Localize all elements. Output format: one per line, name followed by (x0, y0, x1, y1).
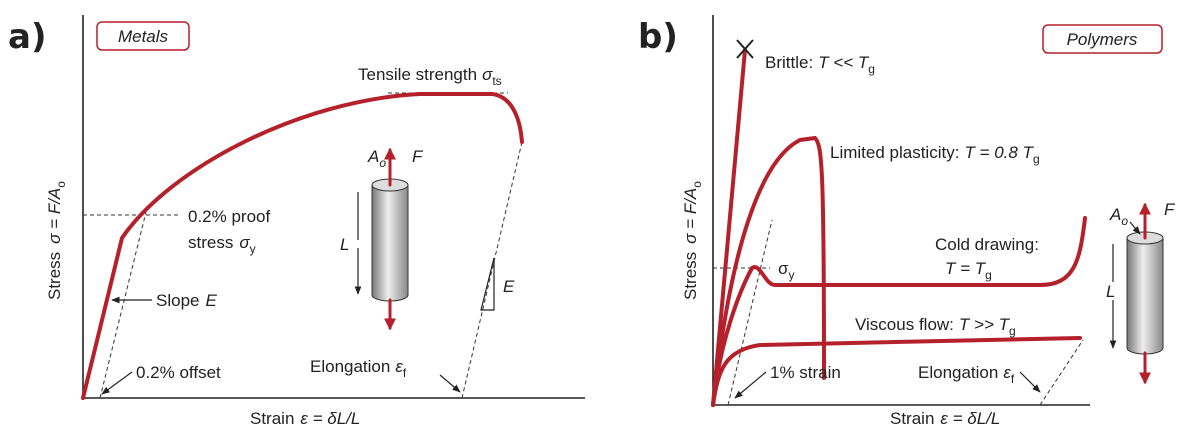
guide-lines (83, 93, 522, 398)
arrow (102, 372, 132, 394)
arrow (440, 375, 460, 392)
label: Ao (1109, 205, 1128, 228)
text-part: Strain (250, 409, 294, 428)
label: 1% strain (770, 363, 841, 382)
text-part: T << T (818, 53, 870, 72)
text-part: A (1109, 205, 1121, 224)
text-part: σ = F/A (681, 188, 700, 244)
x-axis-label: Strain ε = δL/L (890, 409, 1000, 428)
text-part: Tensile strength (358, 65, 477, 84)
viscous-curve (713, 338, 1080, 405)
label: L (1106, 282, 1115, 301)
text-part: g (985, 268, 992, 282)
text-part: E (205, 291, 217, 310)
panel-b: b) Polymers Brittle:T << Tg Limited plas… (638, 15, 1176, 428)
y-axis-label: Stress σ = F/Ao (681, 181, 704, 300)
x-axis-label: Strain ε = δL/L (250, 409, 360, 428)
text-part: g (1033, 152, 1040, 166)
label: Viscous flow: T >> Tg (855, 315, 1016, 338)
label: L (340, 235, 349, 254)
modulus-triangle (481, 258, 494, 310)
text-part: ts (492, 74, 501, 88)
specimen: Ao F L (340, 147, 424, 328)
label: F (412, 147, 424, 166)
label: σy (778, 259, 795, 282)
arrow (1020, 372, 1040, 392)
text-part: σ = F/A (45, 188, 64, 244)
text-part: ε = δL/L (300, 409, 360, 428)
text-part: Stress (45, 252, 64, 300)
text-part: A (367, 147, 379, 166)
text-part: f (403, 366, 407, 380)
label: Brittle: T << Tg (765, 53, 875, 76)
label: Cold drawing: (935, 235, 1039, 254)
text-part: σ (778, 259, 789, 278)
text-part: g (1009, 324, 1016, 338)
label: Ao (367, 147, 386, 170)
text-part: f (1011, 372, 1015, 386)
text-part: o (690, 181, 704, 188)
text-part: T = 0.8 T (964, 143, 1034, 162)
label: Slope E (156, 291, 217, 310)
diagram: a) Metals Tensile strengthσts 0.2% proof… (0, 0, 1189, 432)
text-part: o (379, 156, 386, 170)
axes (83, 15, 585, 398)
text-part: T >> T (959, 315, 1011, 334)
text-part: Viscous flow: (855, 315, 954, 334)
label: 0.2% offset (136, 363, 221, 382)
text-part: o (1121, 214, 1128, 228)
text-part: Slope (156, 291, 199, 310)
text-part: o (54, 181, 68, 188)
text-part: Limited plasticity: (830, 143, 959, 162)
y-axis-label: Stress σ = F/Ao (45, 181, 68, 300)
text-part: T = T (945, 259, 987, 278)
text-part: g (868, 62, 875, 76)
panel-letter: b) (638, 17, 678, 57)
text-part: Stress (681, 252, 700, 300)
panel-letter: a) (8, 17, 46, 57)
label: T = Tg (945, 259, 992, 282)
text-part: stress (188, 233, 233, 252)
label: E (503, 277, 515, 296)
label: Limited plasticity: T = 0.8 Tg (830, 143, 1040, 166)
text-part: y (250, 242, 256, 256)
text-part: Brittle: (765, 53, 813, 72)
text-part: ε = δL/L (940, 409, 1000, 428)
label: F (1164, 200, 1176, 219)
tag: Polymers (1067, 30, 1138, 49)
specimen: Ao F L (1106, 200, 1176, 382)
stress-strain-curve (83, 94, 522, 398)
text-part: y (789, 268, 795, 282)
tag: Metals (118, 27, 169, 46)
text-part: Strain (890, 409, 934, 428)
text-part: Elongation (918, 363, 998, 382)
label: 0.2% proof (188, 207, 270, 226)
arrow (735, 372, 766, 398)
text-part: Elongation (310, 357, 390, 376)
